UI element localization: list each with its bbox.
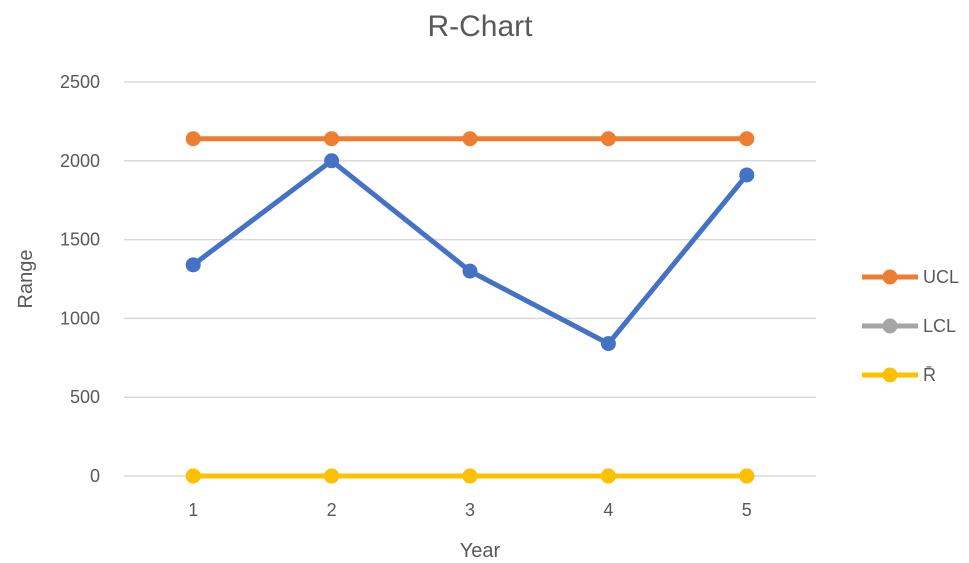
series-line [190, 158, 750, 347]
legend-label: LCL [923, 316, 956, 336]
data-point [600, 131, 616, 147]
data-point [600, 336, 616, 352]
y-axis-label: Range [15, 250, 37, 309]
x-tick-label: 1 [188, 500, 198, 520]
legend-item: R̄ [862, 365, 936, 385]
legend-label: R̄ [923, 365, 936, 385]
legend-swatch-marker [882, 269, 898, 285]
x-tick-label: 3 [465, 500, 475, 520]
x-tick-label: 5 [742, 500, 752, 520]
series-line-3 [185, 468, 755, 484]
data-point [185, 131, 201, 147]
series-group [185, 131, 755, 484]
y-tick-label: 2500 [60, 72, 100, 92]
legend: UCL LCL R̄ [862, 267, 959, 385]
y-axis-ticks: 0 500 1000 1500 2000 2500 [60, 72, 100, 486]
series-line-1 [185, 131, 755, 147]
legend-label: UCL [923, 267, 959, 287]
data-point [324, 468, 340, 484]
data-point [600, 468, 616, 484]
x-axis-label: Year [460, 540, 501, 562]
y-tick-label: 2000 [60, 151, 100, 171]
chart-title: R-Chart [427, 10, 533, 43]
series-range [185, 153, 755, 352]
data-point [185, 468, 201, 484]
legend-item: LCL [862, 316, 956, 336]
data-point [462, 263, 478, 279]
data-point [462, 468, 478, 484]
x-tick-label: 4 [603, 500, 613, 520]
data-point [739, 167, 755, 183]
data-point [462, 131, 478, 147]
y-tick-label: 1000 [60, 308, 100, 328]
legend-swatch-marker [882, 318, 898, 334]
legend-item: UCL [862, 267, 959, 287]
data-point [324, 153, 340, 169]
y-tick-label: 0 [90, 466, 100, 486]
x-tick-label: 2 [327, 500, 337, 520]
data-point [324, 131, 340, 147]
y-tick-label: 500 [70, 387, 100, 407]
data-point [739, 131, 755, 147]
x-axis-ticks: 1 2 3 4 5 [188, 500, 752, 520]
legend-swatch-marker [882, 367, 898, 383]
y-tick-label: 1500 [60, 230, 100, 250]
data-point [739, 468, 755, 484]
data-point [185, 257, 201, 273]
